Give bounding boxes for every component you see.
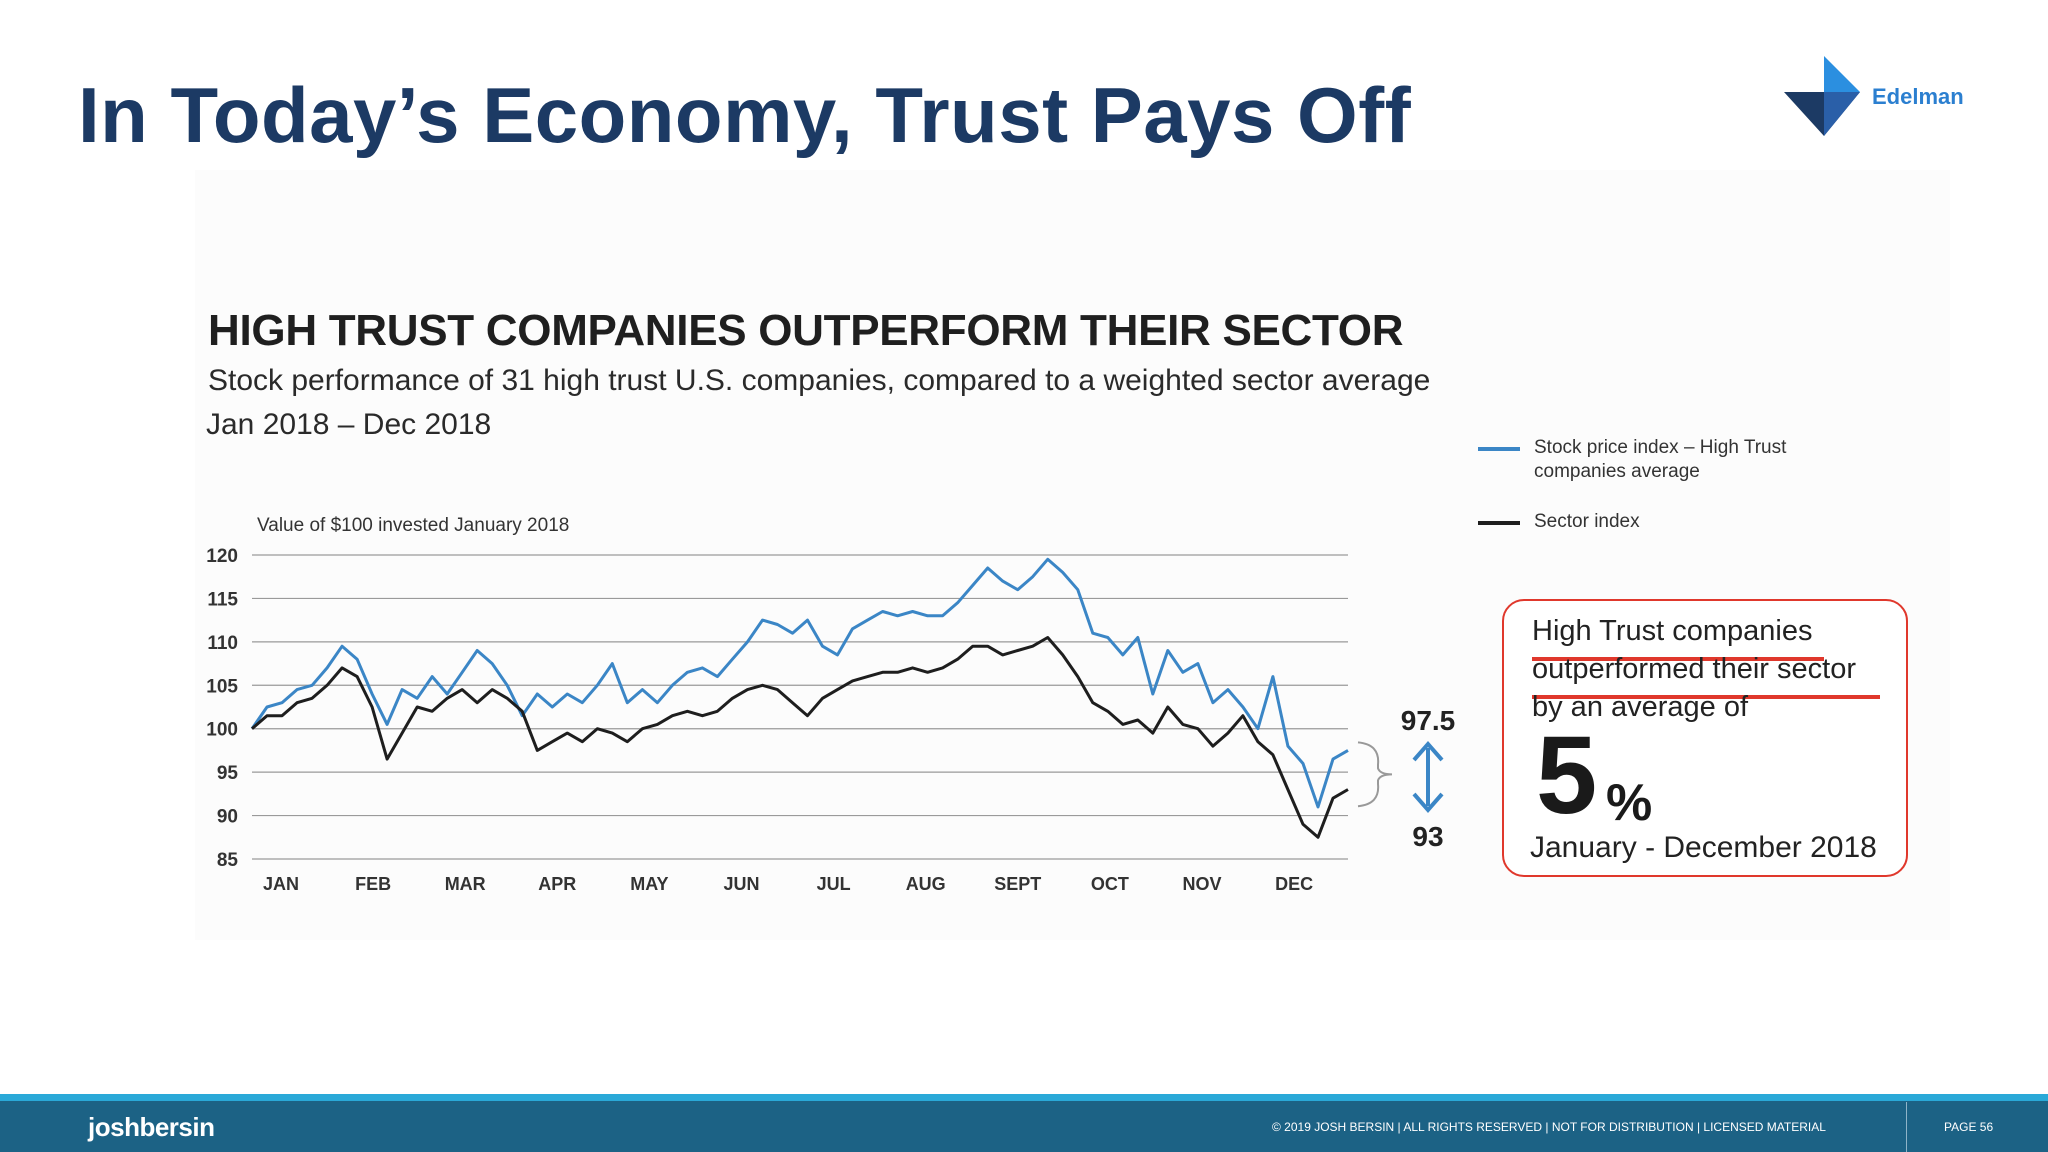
- callout-dates: January - December 2018: [1530, 831, 1877, 864]
- edelman-logo-icon: [1784, 56, 1860, 136]
- x-tick-label: JAN: [263, 874, 299, 894]
- footer-stripe: [0, 1094, 2048, 1101]
- x-tick-label: SEPT: [994, 874, 1041, 894]
- legend-label-sector: Sector index: [1534, 511, 1640, 532]
- x-tick-label: APR: [538, 874, 576, 894]
- callout-underline-1: [1532, 657, 1824, 661]
- y-axis-label: Value of $100 invested January 2018: [257, 515, 569, 536]
- series-line-sector: [251, 636, 1349, 839]
- footer-bar: [0, 1094, 2048, 1152]
- callout-percent-sign: %: [1606, 774, 1653, 832]
- footer-divider: [1906, 1102, 1907, 1152]
- x-tick-label: OCT: [1091, 874, 1129, 894]
- chart-title: HIGH TRUST COMPANIES OUTPERFORM THEIR SE…: [208, 306, 1404, 355]
- legend-label-high-trust: Stock price index – High Trust companies…: [1534, 437, 1787, 482]
- series-line-high-trust: [250, 557, 1349, 809]
- callout-box: High Trust companies outperformed their …: [1502, 599, 1908, 877]
- y-tick-label: 115: [207, 589, 238, 610]
- legend-item-high-trust: Stock price index – High Trust companies…: [1478, 436, 1818, 484]
- footer-brand: joshbersin: [88, 1112, 215, 1142]
- legend-swatch-high-trust: [1478, 447, 1520, 451]
- y-tick-label: 105: [206, 676, 238, 697]
- x-tick-label: NOV: [1182, 874, 1221, 894]
- legend-item-sector: Sector index: [1478, 510, 1818, 534]
- footer-copyright: © 2019 JOSH BERSIN | ALL RIGHTS RESERVED…: [1272, 1120, 1826, 1134]
- y-tick-label: 100: [206, 720, 238, 741]
- callout-big-number: 5: [1536, 714, 1598, 837]
- x-tick-label: FEB: [355, 874, 391, 894]
- callout-line-3: by an average of: [1532, 691, 1749, 723]
- x-tick-label: AUG: [906, 874, 946, 894]
- slide-title: In Today’s Economy, Trust Pays Off: [78, 71, 1412, 159]
- callout-underline-2: [1532, 695, 1880, 699]
- y-tick-label: 95: [217, 763, 239, 784]
- chart-legend: Stock price index – High Trust companies…: [1478, 436, 1818, 560]
- callout-line-1: High Trust companies: [1532, 615, 1813, 647]
- chart-period: Jan 2018 – Dec 2018: [206, 408, 492, 441]
- end-value-low: 93: [1412, 821, 1443, 852]
- x-tick-label: JUN: [723, 874, 759, 894]
- x-tick-label: JUL: [817, 874, 851, 894]
- x-tick-label: MAY: [630, 874, 668, 894]
- legend-swatch-sector: [1478, 521, 1520, 525]
- x-tick-label: MAR: [445, 874, 486, 894]
- y-tick-label: 90: [217, 807, 238, 828]
- diff-arrow-head-up: [1412, 740, 1444, 762]
- footer-page-number: PAGE 56: [1944, 1120, 1994, 1134]
- diff-arrow-head-down: [1412, 792, 1444, 814]
- y-tick-label: 85: [217, 850, 239, 871]
- chart-subtitle: Stock performance of 31 high trust U.S. …: [208, 364, 1431, 397]
- y-tick-label: 110: [207, 633, 238, 654]
- callout-line-2: outperformed their sector: [1532, 653, 1856, 685]
- y-tick-label: 120: [206, 546, 238, 567]
- logo-text: Edelman: [1872, 84, 1964, 109]
- end-value-high: 97.5: [1401, 705, 1456, 736]
- x-tick-label: DEC: [1275, 874, 1313, 894]
- brace-annotation: [1357, 741, 1393, 808]
